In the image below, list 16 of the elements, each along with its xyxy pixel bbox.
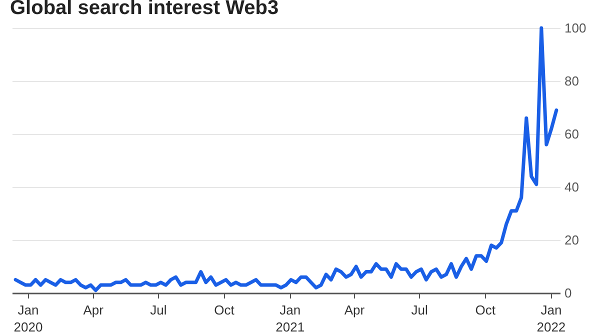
- line-series: [14, 26, 558, 292]
- x-tick-label: Apr: [344, 302, 366, 318]
- y-tick-label: 60: [564, 126, 579, 142]
- y-tick-label: 80: [564, 74, 579, 88]
- x-tick-label: Oct: [475, 302, 496, 318]
- y-tick-label: 0: [564, 286, 572, 300]
- x-tick-label: Jan 2021: [276, 302, 305, 334]
- y-tick-label: 20: [564, 232, 579, 248]
- y-tick-label: 100: [564, 20, 586, 36]
- x-tick-label: Jan 2020: [14, 302, 43, 334]
- y-tick-label: 40: [564, 180, 579, 194]
- x-tick-label: Apr: [83, 302, 104, 318]
- x-tick-label: Jan 2022: [536, 302, 566, 334]
- x-tick-label: Jul: [411, 302, 428, 318]
- x-tick-label: Jul: [150, 302, 167, 318]
- x-tick-label: Oct: [214, 302, 235, 318]
